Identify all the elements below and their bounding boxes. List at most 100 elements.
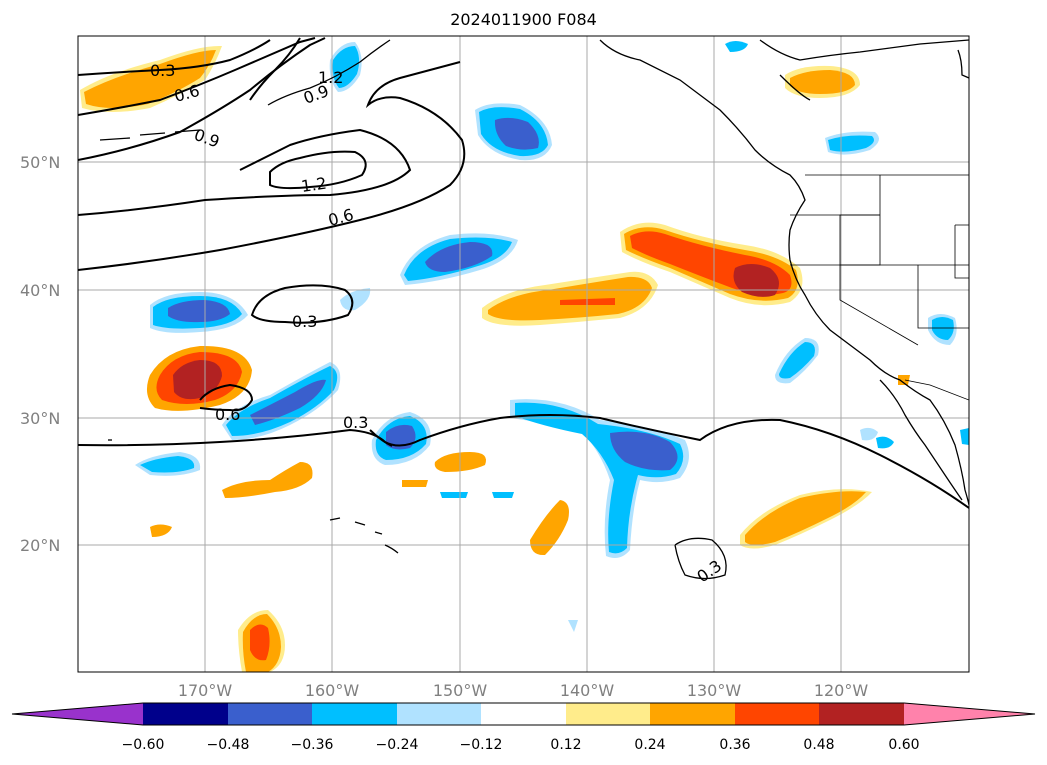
lon-label-150w: 150°W [433,681,488,700]
contour-line [78,61,466,271]
contour-line [78,37,326,161]
coastlines [99,39,969,580]
negative-anomaly-area [425,242,493,272]
contour-label: 1.2 [318,68,343,87]
contour-label: 0.3 [343,413,368,432]
coastline [99,129,201,141]
colorbar-tick-label: 0.12 [550,737,581,753]
negative-anomaly-area [960,428,969,445]
contour-line [369,429,393,447]
colorbar-swatch [397,703,481,725]
colorbar-swatch [566,703,650,725]
map-title: 2024011900 F084 [450,10,597,29]
negative-anomaly-area [340,288,371,311]
negative-anomaly-area [876,436,894,449]
contour-line [78,39,271,76]
negative-anomaly-area [860,427,878,441]
contour-label: 0.3 [693,556,725,586]
positive-anomaly-area [745,491,866,545]
positive-anomaly-area [402,480,428,487]
contour-line [78,128,412,216]
colorbar-swatch [650,703,735,725]
positive-anomaly-area [150,524,172,537]
positive-anomaly-area [222,462,313,498]
lon-label-160w: 160°W [305,681,360,700]
contour-lines [78,37,969,509]
colorbar [11,702,1036,726]
negative-anomaly-area [610,431,678,471]
coastline [779,74,811,101]
positive-anomaly-area [733,264,779,297]
negative-anomaly-area [140,456,195,473]
lon-label-120w: 120°W [814,681,869,700]
colorbar-extend-min [12,703,143,725]
positive-anomaly-area [250,624,270,661]
latitude-labels: 50°N 40°N 30°N 20°N [20,153,60,555]
lon-label-140w: 140°W [560,681,615,700]
contour-line [78,414,969,509]
colorbar-swatch [143,703,228,725]
negative-anomaly-area [440,492,468,498]
colorbar-tick-label: −0.12 [460,737,503,753]
colorbar-tick-label: 0.24 [634,737,665,753]
lon-label-130w: 130°W [687,681,742,700]
negative-anomaly-area [492,492,514,498]
contour-label: 0.6 [215,405,240,424]
graticule [78,36,969,672]
coastline [599,39,969,506]
coastline [879,379,963,501]
positive-anomaly-area [790,70,855,94]
state-border [839,175,881,266]
negative-anomaly-area [168,300,230,323]
colorbar-tick-label: −0.60 [122,737,165,753]
colorbar-swatch [735,703,819,725]
negative-anomaly-area [779,342,815,379]
negative-anomaly-area [494,117,539,150]
positive-anomaly-area [530,500,569,556]
coastline [329,517,399,554]
negative-anomaly-area [386,424,416,450]
longitude-labels: 170°W 160°W 150°W 140°W 130°W 120°W [178,681,869,700]
state-border [954,224,969,279]
lat-label-40n: 40°N [20,281,60,300]
negative-anomaly-area [568,620,578,632]
colorbar-swatch [481,703,566,725]
positive-anomaly-area [488,276,652,321]
lat-label-30n: 30°N [20,409,60,428]
state-border [839,265,919,346]
lat-label-50n: 50°N [20,153,60,172]
negative-anomaly-area [932,317,954,340]
positive-anomaly-area [84,50,216,108]
negative-anomaly-area [828,135,874,152]
coastline [674,537,727,580]
colorbar-tick-label: 0.48 [803,737,834,753]
colorbar-swatch [312,703,397,725]
contour-label: 0.3 [292,312,317,331]
contour-label: 0.3 [150,61,175,80]
colorbar-tick-label: −0.36 [291,737,334,753]
lon-label-170w: 170°W [178,681,233,700]
coastline [759,39,969,61]
colorbar-swatch [819,703,904,725]
political-borders [790,174,969,401]
contour-line [199,383,254,412]
colorbar-tick-labels: −0.60 −0.48 −0.36 −0.24 −0.12 0.12 0.24 … [122,737,920,753]
contour-line [250,284,354,324]
contour-line [249,37,301,101]
state-border [917,265,969,329]
colorbar-extend-max [904,703,1035,725]
colorbar-outline [11,702,1036,726]
map-frame [77,35,970,673]
negative-anomaly-area [725,41,748,52]
negative-anomaly-area [332,46,360,88]
national-border [904,379,969,401]
contour-line [269,150,367,190]
coastline [267,39,391,106]
colorbar-tick-label: 0.60 [888,737,919,753]
colorbar-tick-label: −0.24 [376,737,419,753]
contour-label: 1.2 [300,174,328,196]
colorbar-tick-label: −0.48 [207,737,250,753]
positive-anomaly-area [173,360,222,400]
shaded-anomaly-field [80,41,969,672]
